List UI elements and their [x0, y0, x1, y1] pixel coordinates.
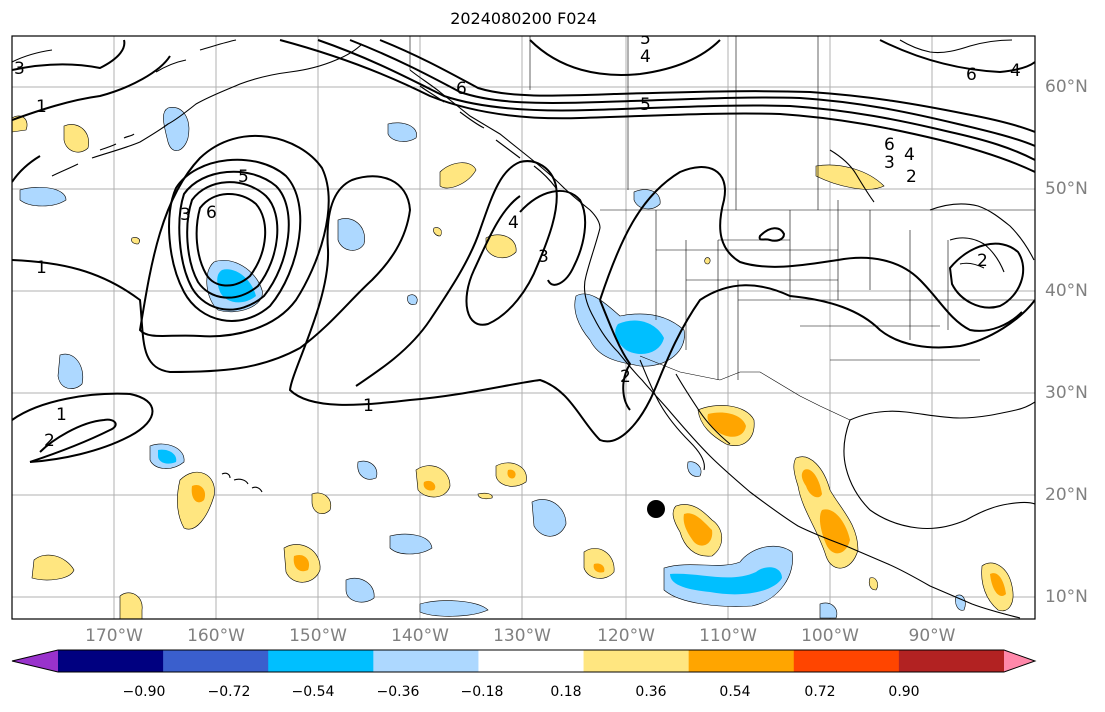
lat-label: 20°N: [1045, 485, 1088, 505]
contour-label: 2: [620, 367, 631, 387]
contour-label: 3: [14, 59, 25, 79]
colorbar-segment: [583, 650, 690, 672]
colorbar-segment: [373, 650, 479, 672]
contour-label: 6: [884, 135, 895, 155]
political-borders: [409, 36, 1035, 421]
colorbar-extend-low: [12, 650, 58, 672]
contour-label: 1: [363, 396, 374, 416]
colorbar-extend-high: [1004, 650, 1035, 672]
colorbar-tick-label: 0.36: [635, 684, 667, 700]
contour-label: 3: [538, 247, 549, 267]
colorbar-segment: [688, 650, 795, 672]
contour-label: 6: [456, 79, 467, 99]
lon-label: 150°W: [289, 626, 347, 646]
lat-label: 50°N: [1045, 179, 1088, 199]
colorbar-segment: [898, 650, 1005, 672]
lon-label: 90°W: [908, 626, 956, 646]
contour-labels: 1 1 1 1 2 2 2 2 3 3 3 3 4 4 4 4 5 5 5 6 …: [14, 29, 1021, 451]
lat-label: 30°N: [1045, 383, 1088, 403]
contour-label: 1: [36, 97, 47, 117]
contour-label: 1: [56, 405, 67, 425]
contour-label: 4: [1010, 61, 1021, 81]
lat-label: 40°N: [1045, 281, 1088, 301]
contour-label: 2: [977, 251, 988, 271]
lon-label: 160°W: [187, 626, 245, 646]
contour-label: 1: [36, 258, 47, 278]
lon-label: 170°W: [85, 626, 143, 646]
lon-label: 100°W: [801, 626, 859, 646]
colorbar-tick-label: −0.90: [122, 684, 166, 700]
contour-label: 6: [206, 203, 217, 223]
map-title: 2024080200 F024: [450, 9, 597, 28]
lon-label: 110°W: [699, 626, 757, 646]
colorbar-segment: [268, 650, 374, 672]
colorbar-tick-label: 0.54: [719, 684, 751, 700]
contour-label: 2: [44, 431, 55, 451]
colorbar-tick-label: 0.72: [804, 684, 836, 700]
contour-label: 5: [640, 95, 651, 115]
lat-label: 60°N: [1045, 77, 1088, 97]
contour-label: 3: [180, 205, 191, 225]
lon-label: 140°W: [391, 626, 449, 646]
colorbar-tick-label: 0.90: [888, 684, 920, 700]
colorbar: [12, 650, 1035, 672]
colorbar-segment: [58, 650, 164, 672]
contour-label: 2: [906, 167, 917, 187]
colorbar-segment: [793, 650, 900, 672]
lon-label: 120°W: [597, 626, 655, 646]
contour-label: 5: [640, 29, 651, 49]
colorbar-tick-label: −0.54: [291, 684, 335, 700]
storm-marker: [647, 500, 665, 518]
lat-label: 10°N: [1045, 587, 1088, 607]
contour-label: 5: [238, 167, 249, 187]
contour-label: 3: [884, 153, 895, 173]
colorbar-tick-label: 0.18: [550, 684, 582, 700]
contour-label: 4: [508, 213, 519, 233]
colorbar-segment: [478, 650, 585, 672]
colorbar-outline: [11, 649, 1037, 673]
colorbar-segment: [163, 650, 269, 672]
shaded-anomalies: [12, 107, 1014, 619]
colorbar-tick-label: −0.36: [376, 684, 420, 700]
map-frame: [11, 35, 1036, 620]
contours: [12, 39, 1035, 463]
colorbar-tick-label: −0.72: [207, 684, 251, 700]
contour-label: 6: [966, 65, 977, 85]
lon-label: 130°W: [493, 626, 551, 646]
colorbar-tick-label: −0.18: [460, 684, 504, 700]
contour-label: 4: [640, 47, 651, 67]
contour-label: 4: [904, 145, 915, 165]
coastlines: [12, 39, 1035, 619]
